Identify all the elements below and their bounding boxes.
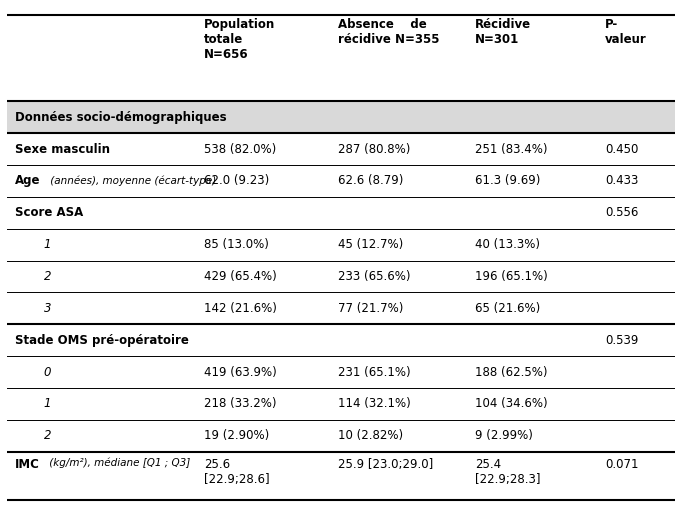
- Text: P-
valeur: P- valeur: [605, 18, 647, 46]
- Text: 0.433: 0.433: [605, 174, 638, 187]
- Text: (années), moyenne (écart-type): (années), moyenne (écart-type): [47, 175, 216, 186]
- Text: 0.556: 0.556: [605, 206, 638, 219]
- Text: Récidive
N=301: Récidive N=301: [475, 18, 531, 46]
- Text: 40 (13.3%): 40 (13.3%): [475, 238, 539, 251]
- Bar: [7, 101, 675, 133]
- Text: Sexe masculin: Sexe masculin: [15, 142, 110, 155]
- Text: 0.539: 0.539: [605, 334, 638, 347]
- Text: 142 (21.6%): 142 (21.6%): [204, 302, 277, 315]
- Text: 429 (65.4%): 429 (65.4%): [204, 270, 277, 283]
- Text: 61.3 (9.69): 61.3 (9.69): [475, 174, 540, 187]
- Text: 45 (12.7%): 45 (12.7%): [338, 238, 403, 251]
- Text: IMC: IMC: [15, 458, 40, 471]
- Text: 2: 2: [44, 270, 51, 283]
- Text: 85 (13.0%): 85 (13.0%): [204, 238, 269, 251]
- Text: 0: 0: [44, 365, 51, 379]
- Text: 3: 3: [44, 302, 51, 315]
- Text: Population
totale
N=656: Population totale N=656: [204, 18, 276, 61]
- Text: 188 (62.5%): 188 (62.5%): [475, 365, 547, 379]
- Text: 77 (21.7%): 77 (21.7%): [338, 302, 403, 315]
- Text: 9 (2.99%): 9 (2.99%): [475, 429, 533, 442]
- Text: 1: 1: [44, 238, 51, 251]
- Text: 231 (65.1%): 231 (65.1%): [338, 365, 411, 379]
- Text: Données socio-démographiques: Données socio-démographiques: [15, 110, 226, 124]
- Text: 419 (63.9%): 419 (63.9%): [204, 365, 277, 379]
- Text: 233 (65.6%): 233 (65.6%): [338, 270, 410, 283]
- Text: Stade OMS pré-opératoire: Stade OMS pré-opératoire: [15, 334, 189, 347]
- Text: Absence    de
récidive N=355: Absence de récidive N=355: [338, 18, 439, 46]
- Text: 62.0 (9.23): 62.0 (9.23): [204, 174, 269, 187]
- Text: 25.9 [23.0;29.0]: 25.9 [23.0;29.0]: [338, 458, 433, 471]
- Text: 1: 1: [44, 397, 51, 410]
- Text: 25.6
[22.9;28.6]: 25.6 [22.9;28.6]: [204, 458, 269, 486]
- Text: 251 (83.4%): 251 (83.4%): [475, 142, 547, 155]
- Text: 62.6 (8.79): 62.6 (8.79): [338, 174, 403, 187]
- Text: 25.4
[22.9;28.3]: 25.4 [22.9;28.3]: [475, 458, 540, 486]
- Text: Score ASA: Score ASA: [15, 206, 83, 219]
- Text: 19 (2.90%): 19 (2.90%): [204, 429, 269, 442]
- Text: 0.071: 0.071: [605, 458, 638, 471]
- Text: 114 (32.1%): 114 (32.1%): [338, 397, 411, 410]
- Text: 10 (2.82%): 10 (2.82%): [338, 429, 403, 442]
- Text: 218 (33.2%): 218 (33.2%): [204, 397, 276, 410]
- Text: 538 (82.0%): 538 (82.0%): [204, 142, 276, 155]
- Text: 104 (34.6%): 104 (34.6%): [475, 397, 547, 410]
- Text: 196 (65.1%): 196 (65.1%): [475, 270, 548, 283]
- Text: 287 (80.8%): 287 (80.8%): [338, 142, 410, 155]
- Text: Age: Age: [15, 174, 40, 187]
- Text: 2: 2: [44, 429, 51, 442]
- Text: 0.450: 0.450: [605, 142, 638, 155]
- Text: 65 (21.6%): 65 (21.6%): [475, 302, 540, 315]
- Text: (kg/m²), médiane [Q1 ; Q3]: (kg/m²), médiane [Q1 ; Q3]: [46, 458, 190, 468]
